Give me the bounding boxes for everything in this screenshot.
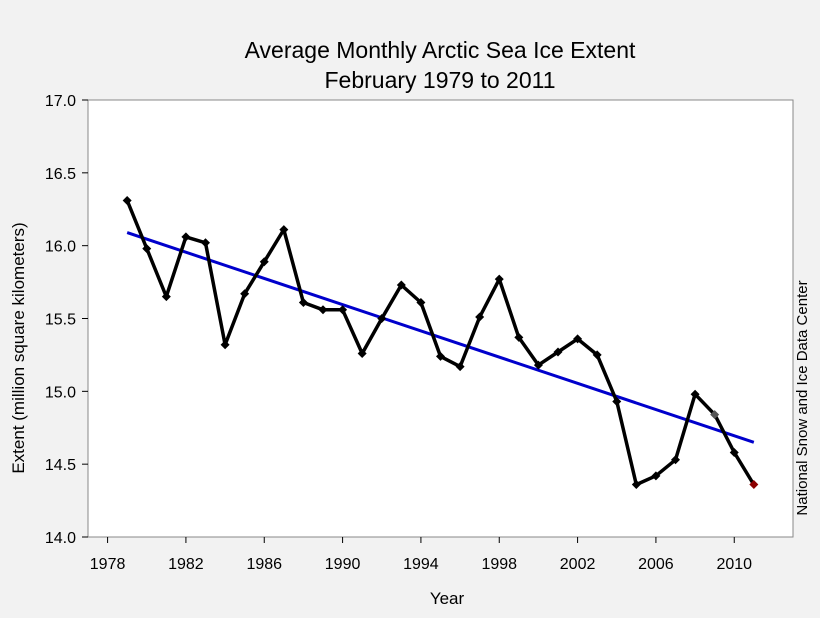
- y-axis-label: Extent (million square kilometers): [9, 222, 28, 473]
- data-point-2004: [612, 397, 622, 407]
- data-point-1981: [161, 292, 171, 302]
- data-point-1997: [475, 312, 485, 322]
- y-tick-label: 17.0: [45, 93, 76, 110]
- y-tick-label: 15.5: [45, 312, 76, 329]
- data-point-2008: [690, 389, 700, 399]
- data-point-1979: [122, 196, 132, 206]
- data-point-1990: [338, 305, 348, 315]
- y-tick-label: 15.0: [45, 384, 76, 401]
- data-point-1985: [240, 289, 250, 299]
- y-tick-label: 16.0: [45, 239, 76, 256]
- x-tick-label: 2010: [716, 556, 752, 573]
- data-point-2009: [710, 410, 720, 420]
- data-point-1994: [416, 297, 426, 307]
- x-axis-label: Year: [430, 589, 465, 608]
- chart-title: Average Monthly Arctic Sea Ice Extent: [245, 37, 636, 63]
- data-point-1995: [436, 351, 445, 361]
- source-credit: National Snow and Ice Data Center: [794, 280, 811, 515]
- trend-line: [126, 231, 755, 444]
- chart-subtitle: February 1979 to 2011: [324, 67, 555, 93]
- data-point-1980: [142, 244, 152, 254]
- x-tick-label: 2002: [560, 556, 596, 573]
- data-point-1983: [201, 238, 210, 248]
- x-tick-label: 1998: [481, 556, 517, 573]
- y-tick-label: 14.5: [45, 457, 76, 474]
- y-axis: 14.0 14.5 15.0 15.5 16.0 16.5 17.0: [45, 93, 88, 547]
- data-point-2005: [631, 480, 641, 490]
- data-point-1992: [377, 314, 387, 323]
- x-tick-label: 1994: [403, 556, 439, 573]
- data-point-1986: [259, 257, 269, 267]
- data-point-1993: [396, 280, 406, 290]
- data-point-1989: [318, 305, 328, 315]
- data-point-1982: [181, 232, 191, 242]
- y-tick-label: 16.5: [45, 166, 76, 183]
- data-point-1998: [494, 274, 504, 284]
- y-tick-label: 14.0: [45, 530, 76, 547]
- plot-area: [87, 99, 794, 538]
- data-point-1988: [298, 297, 308, 307]
- data-point-2001: [553, 347, 563, 357]
- data-point-1984: [220, 340, 230, 350]
- data-point-2003: [592, 350, 602, 360]
- data-point-1996: [455, 362, 465, 372]
- x-tick-label: 1990: [325, 556, 361, 573]
- data-point-2010: [729, 448, 739, 458]
- x-tick-label: 1982: [168, 556, 204, 573]
- x-tick-label: 2006: [638, 556, 674, 573]
- data-point-1999: [514, 332, 524, 342]
- x-tick-label: 1986: [246, 556, 282, 573]
- data-point-1991: [357, 348, 367, 358]
- data-point-2002: [573, 334, 583, 344]
- data-point-2011: [749, 480, 759, 490]
- x-tick-label: 1978: [90, 556, 126, 573]
- series-layer: [122, 196, 759, 490]
- data-point-1987: [279, 225, 289, 235]
- data-point-2006: [651, 471, 661, 481]
- x-axis: 1978 1982 1986 1990 1994 1998 2002 2006 2010: [90, 537, 752, 573]
- data-point-2007: [671, 455, 680, 465]
- data-point-2000: [533, 360, 543, 370]
